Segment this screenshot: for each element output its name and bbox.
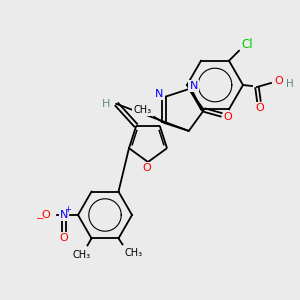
Text: N: N: [60, 210, 68, 220]
Text: −: −: [36, 214, 44, 224]
Text: O: O: [142, 163, 152, 173]
Text: O: O: [60, 233, 68, 243]
Text: O: O: [256, 103, 264, 113]
Text: CH₃: CH₃: [72, 250, 91, 260]
Text: N: N: [155, 89, 164, 99]
Text: O: O: [224, 112, 232, 122]
Text: H: H: [102, 99, 110, 109]
Text: +: +: [64, 206, 71, 214]
Text: Cl: Cl: [241, 38, 253, 51]
Text: N: N: [190, 81, 198, 91]
Text: O: O: [274, 76, 284, 86]
Text: O: O: [42, 210, 50, 220]
Text: H: H: [286, 79, 294, 89]
Text: CH₃: CH₃: [124, 248, 142, 258]
Text: CH₃: CH₃: [133, 105, 151, 115]
